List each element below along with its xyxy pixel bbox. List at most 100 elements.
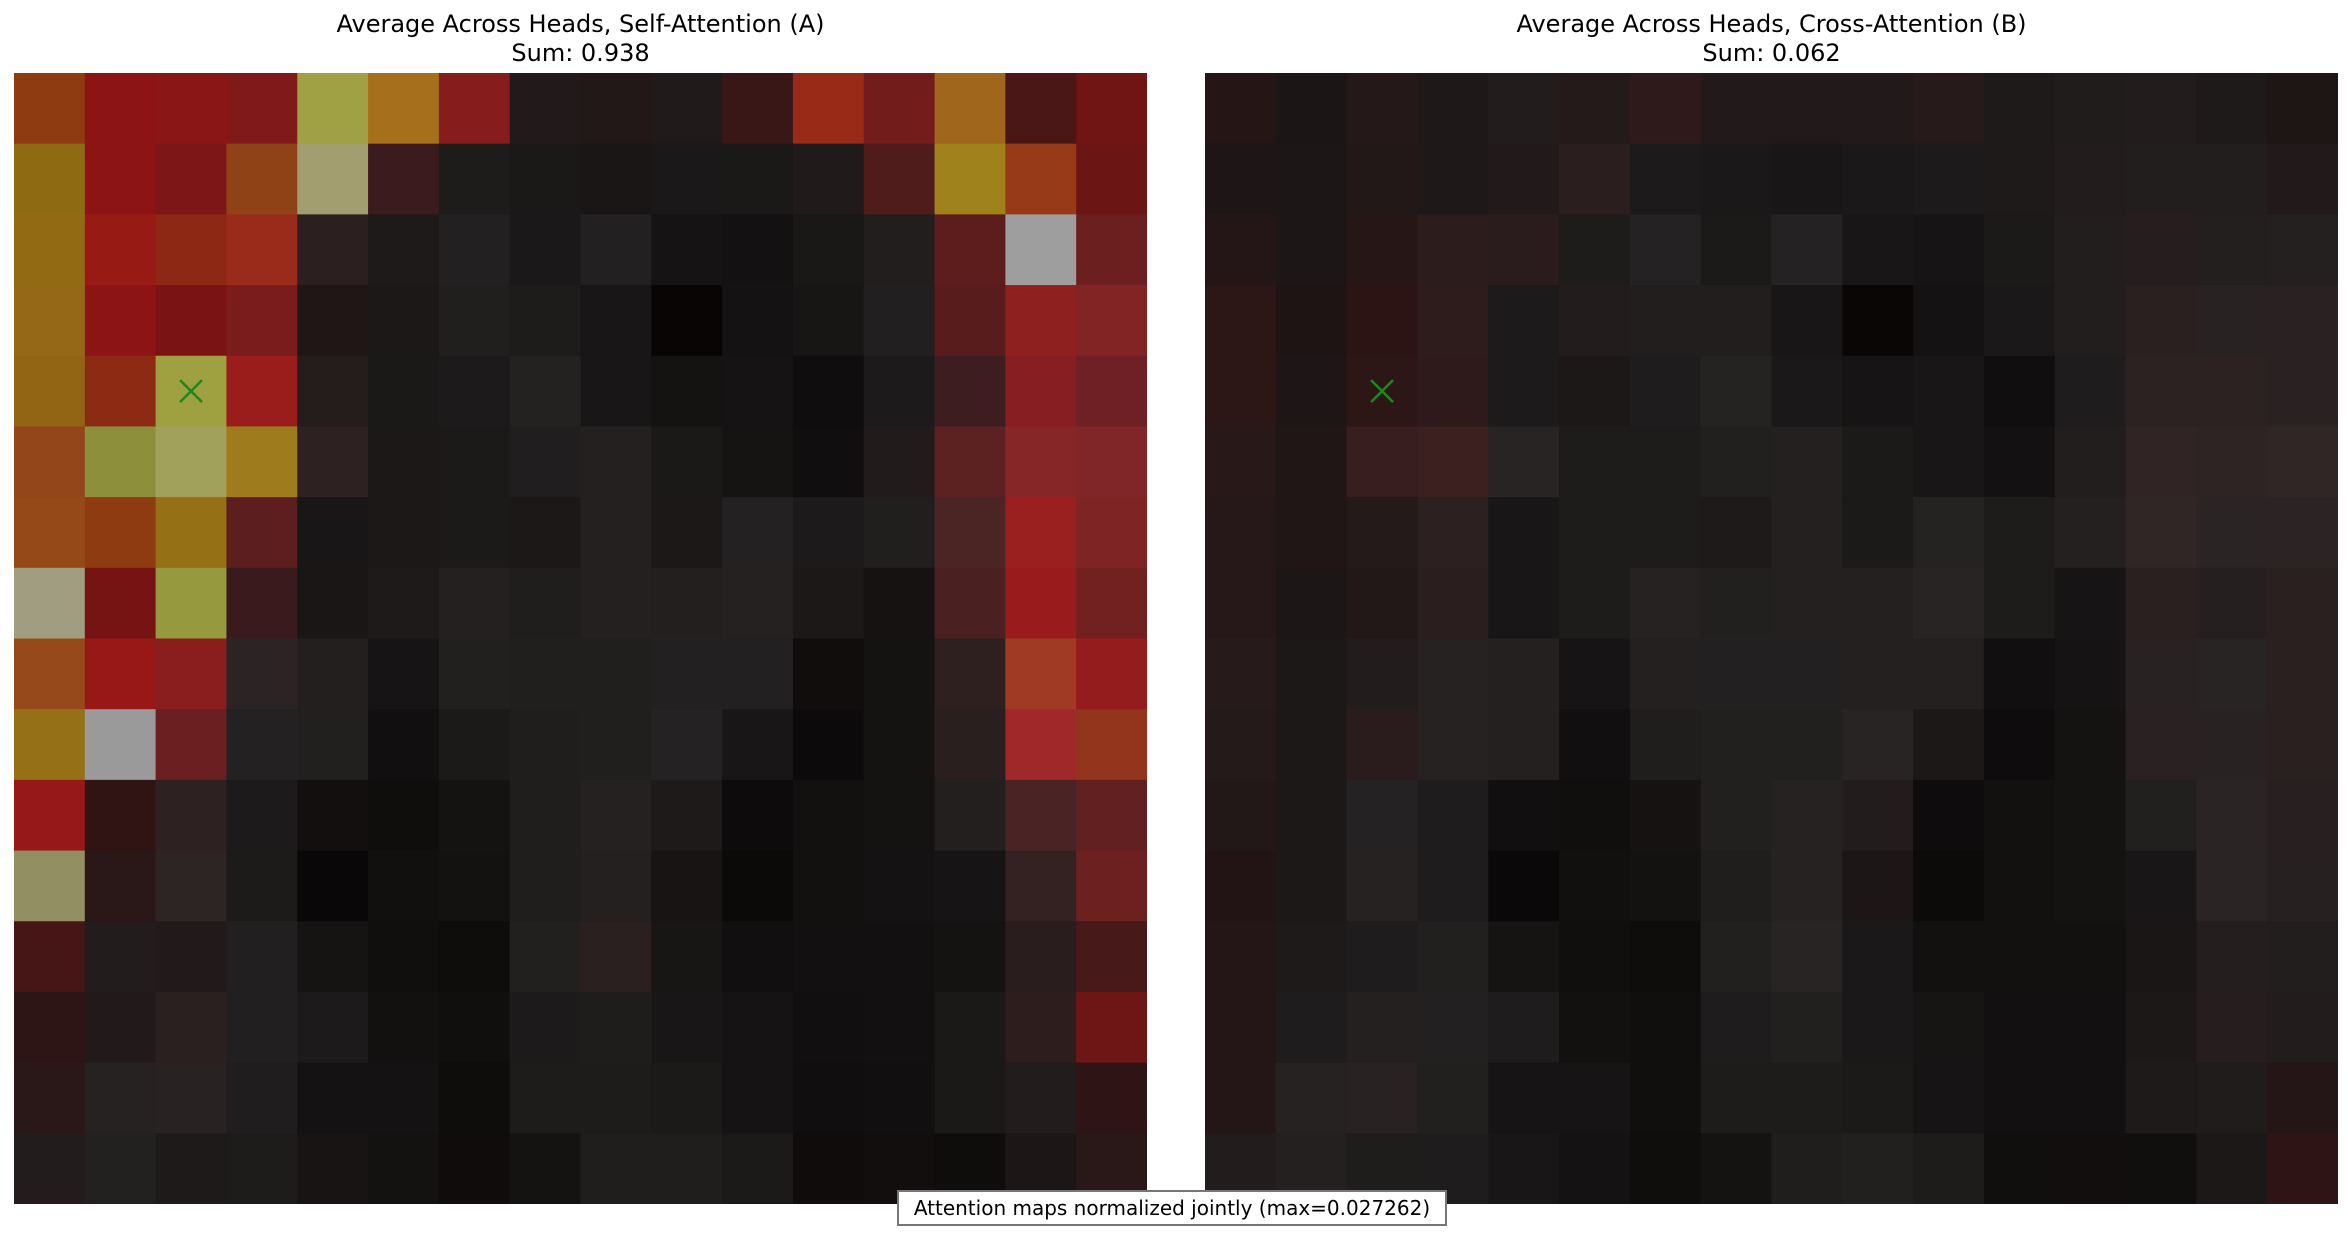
self-attention-cell-r1-c3 <box>226 143 298 215</box>
cross-attention-cell-r2-c0 <box>1205 214 1277 286</box>
self-attention-cell-r15-c1 <box>84 1133 157 1204</box>
cross-attention-cell-r3-c11 <box>1983 285 2056 357</box>
cross-attention-cell-r7-c8 <box>1771 567 1843 640</box>
cross-attention-cell-r0-c13 <box>2125 73 2197 145</box>
self-attention-cell-r10-c12 <box>863 779 936 852</box>
self-attention-cell-r3-c7 <box>509 285 582 357</box>
self-attention-cell-r1-c7 <box>509 143 582 215</box>
self-attention-cell-r5-c10 <box>722 426 794 498</box>
self-attention-cell-r14-c14 <box>1005 1062 1077 1134</box>
cross-attention-cell-r5-c14 <box>2196 426 2268 498</box>
cross-attention-cell-r7-c14 <box>2196 567 2268 640</box>
self-attention-cell-r15-c8 <box>580 1133 652 1204</box>
cross-attention-cell-r6-c3 <box>1417 497 1489 569</box>
self-attention-cell-r6-c14 <box>1005 497 1077 569</box>
self-attention-cell-r0-c8 <box>580 73 652 145</box>
self-attention-title-block: Average Across Heads, Self-Attention (A)… <box>14 10 1147 68</box>
self-attention-cell-r4-c3 <box>226 355 298 428</box>
cross-attention-cell-r12-c6 <box>1629 921 1702 993</box>
self-attention-cell-r5-c9 <box>651 426 723 498</box>
cross-attention-cell-r9-c3 <box>1417 709 1489 781</box>
self-attention-cell-r8-c11 <box>792 638 865 710</box>
cross-attention-cell-r14-c15 <box>2267 1062 2338 1134</box>
cross-attention-cell-r2-c15 <box>2267 214 2338 286</box>
cross-attention-cell-r13-c4 <box>1488 991 1560 1064</box>
self-attention-cell-r1-c9 <box>651 143 723 215</box>
self-attention-cell-r9-c5 <box>368 709 440 781</box>
self-attention-cell-r9-c0 <box>14 709 86 781</box>
self-attention-cell-r8-c6 <box>438 638 511 710</box>
cross-attention-cell-r3-c7 <box>1700 285 1773 357</box>
cross-attention-cell-r8-c3 <box>1417 638 1489 710</box>
self-attention-cell-r4-c12 <box>863 355 936 428</box>
self-attention-cell-r2-c6 <box>438 214 511 286</box>
cross-attention-cell-r11-c9 <box>1842 850 1914 922</box>
cross-attention-cell-r2-c6 <box>1629 214 1702 286</box>
cross-attention-cell-r4-c1 <box>1275 355 1348 428</box>
self-attention-cell-r14-c3 <box>226 1062 298 1134</box>
cross-attention-cell-r10-c13 <box>2125 779 2197 852</box>
self-attention-cell-r11-c13 <box>934 850 1006 922</box>
self-attention-cell-r7-c13 <box>934 567 1006 640</box>
self-attention-cell-r0-c7 <box>509 73 582 145</box>
self-attention-cell-r14-c4 <box>297 1062 369 1134</box>
self-attention-cell-r12-c4 <box>297 921 369 993</box>
self-attention-cell-r11-c14 <box>1005 850 1077 922</box>
self-attention-cell-r14-c8 <box>580 1062 652 1134</box>
self-attention-cell-r2-c4 <box>297 214 369 286</box>
cross-attention-cell-r1-c7 <box>1700 143 1773 215</box>
cross-attention-cell-r2-c1 <box>1275 214 1348 286</box>
self-attention-cell-r12-c10 <box>722 921 794 993</box>
self-attention-cell-r7-c15 <box>1076 567 1147 640</box>
self-attention-cell-r5-c2 <box>155 426 228 498</box>
cross-attention-cell-r6-c0 <box>1205 497 1277 569</box>
self-attention-cell-r13-c12 <box>863 991 936 1064</box>
self-attention-cell-r13-c2 <box>155 991 228 1064</box>
cross-attention-cell-r12-c0 <box>1205 921 1277 993</box>
self-attention-cell-r13-c9 <box>651 991 723 1064</box>
self-attention-cell-r0-c0 <box>14 73 86 145</box>
cross-attention-cell-r8-c14 <box>2196 638 2268 710</box>
cross-attention-cell-r15-c6 <box>1629 1133 1702 1204</box>
cross-attention-cell-r6-c1 <box>1275 497 1348 569</box>
self-attention-cell-r6-c8 <box>580 497 652 569</box>
cross-attention-cell-r13-c15 <box>2267 991 2338 1064</box>
cross-attention-cell-r2-c2 <box>1346 214 1419 286</box>
self-attention-cell-r7-c3 <box>226 567 298 640</box>
cross-attention-cell-r8-c13 <box>2125 638 2197 710</box>
self-attention-cell-r15-c7 <box>509 1133 582 1204</box>
cross-attention-cell-r7-c3 <box>1417 567 1489 640</box>
cross-attention-cell-r5-c3 <box>1417 426 1489 498</box>
self-attention-cell-r11-c11 <box>792 850 865 922</box>
self-attention-cell-r0-c9 <box>651 73 723 145</box>
self-attention-cell-r9-c1 <box>84 709 157 781</box>
self-attention-cell-r2-c12 <box>863 214 936 286</box>
self-attention-query-marker <box>179 379 203 403</box>
cross-attention-cell-r13-c8 <box>1771 991 1843 1064</box>
cross-attention-cell-r7-c7 <box>1700 567 1773 640</box>
cross-attention-cell-r0-c6 <box>1629 73 1702 145</box>
cross-attention-cell-r4-c8 <box>1771 355 1843 428</box>
cross-attention-cell-r4-c14 <box>2196 355 2268 428</box>
self-attention-cell-r14-c7 <box>509 1062 582 1134</box>
cross-attention-cell-r9-c0 <box>1205 709 1277 781</box>
cross-attention-cell-r11-c14 <box>2196 850 2268 922</box>
cross-attention-cell-r3-c9 <box>1842 285 1914 357</box>
cross-attention-cell-r2-c11 <box>1983 214 2056 286</box>
cross-attention-cell-r14-c0 <box>1205 1062 1277 1134</box>
self-attention-cell-r5-c3 <box>226 426 298 498</box>
cross-attention-cell-r9-c8 <box>1771 709 1843 781</box>
cross-attention-cell-r9-c9 <box>1842 709 1914 781</box>
cross-attention-cell-r9-c7 <box>1700 709 1773 781</box>
cross-attention-cell-r4-c13 <box>2125 355 2197 428</box>
cross-attention-cell-r12-c11 <box>1983 921 2056 993</box>
cross-attention-cell-r1-c13 <box>2125 143 2197 215</box>
cross-attention-cell-r5-c8 <box>1771 426 1843 498</box>
cross-attention-cell-r2-c10 <box>1913 214 1985 286</box>
cross-attention-cell-r4-c11 <box>1983 355 2056 428</box>
self-attention-cell-r8-c7 <box>509 638 582 710</box>
self-attention-cell-r12-c15 <box>1076 921 1147 993</box>
self-attention-cell-r2-c0 <box>14 214 86 286</box>
cross-attention-cell-r14-c1 <box>1275 1062 1348 1134</box>
self-attention-cell-r3-c2 <box>155 285 228 357</box>
